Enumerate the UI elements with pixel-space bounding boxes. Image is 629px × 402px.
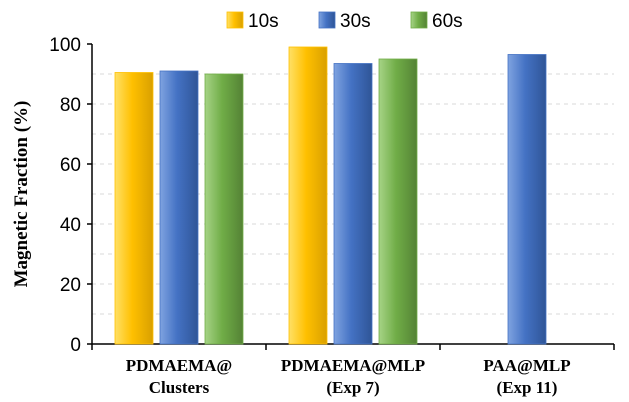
legend-swatch-60s	[410, 11, 428, 29]
legend-swatch-10s	[226, 11, 244, 29]
legend-swatch-30s	[318, 11, 336, 29]
legend: 10s 30s 60s	[226, 11, 463, 32]
bars	[114, 46, 547, 345]
y-tick-label: 0	[70, 335, 81, 356]
y-tick-label: 20	[60, 275, 81, 296]
x-category-label: (Exp 7)	[326, 378, 379, 397]
y-tick-label: 80	[60, 95, 81, 116]
x-category-label: (Exp 11)	[497, 378, 558, 397]
bar-10s-cat-1	[288, 46, 328, 345]
x-category-label: PDMAEMA@	[126, 356, 232, 375]
x-category-label: PDMAEMA@MLP	[281, 356, 425, 375]
y-axis-label: Magnetic Fraction (%)	[11, 101, 32, 288]
y-tick-label: 60	[60, 155, 81, 176]
bar-60s-cat-0	[204, 73, 244, 345]
x-category-label: Clusters	[149, 378, 210, 397]
legend-label-60s: 60s	[432, 11, 463, 32]
legend-label-10s: 10s	[248, 11, 279, 32]
bar-60s-cat-1	[378, 58, 418, 345]
bar-30s-cat-2	[507, 54, 547, 345]
bar-30s-cat-0	[159, 70, 199, 345]
x-category-label: PAA@MLP	[483, 356, 570, 375]
bar-10s-cat-0	[114, 72, 154, 345]
y-tick-label: 100	[49, 35, 81, 56]
y-tick-label: 40	[60, 215, 81, 236]
bar-30s-cat-1	[333, 63, 373, 345]
legend-label-30s: 30s	[340, 11, 371, 32]
y-tick-labels: 0 20 40 60 80 100	[49, 35, 81, 356]
x-category-labels: PDMAEMA@ Clusters PDMAEMA@MLP (Exp 7) PAA@ML…	[126, 356, 571, 397]
